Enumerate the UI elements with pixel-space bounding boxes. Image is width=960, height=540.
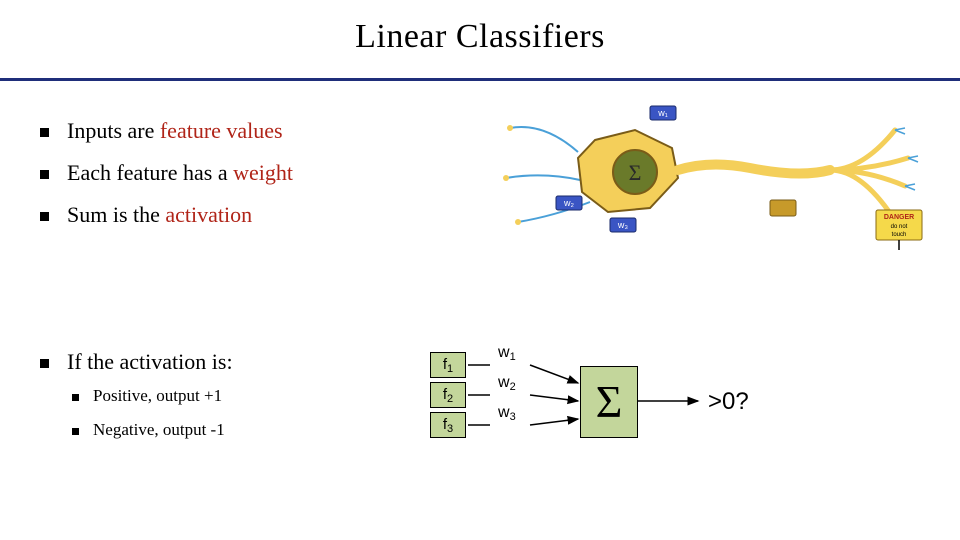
bullet-text: Each feature has a weight (67, 152, 293, 194)
bullet-text: Inputs are feature values (67, 110, 283, 152)
title-divider (0, 78, 960, 81)
svg-text:do not: do not (891, 224, 908, 230)
sub-bullet-text: Negative, output -1 (93, 413, 225, 447)
sigma-box: Σ (580, 366, 638, 438)
bullet-list-top: Inputs are feature valuesEach feature ha… (40, 110, 293, 235)
bullet-item: Sum is the activation (40, 194, 293, 236)
bullet-text: If the activation is: (67, 344, 233, 379)
sub-bullet-item: Negative, output -1 (72, 413, 233, 447)
sub-bullet-item: Positive, output +1 (72, 379, 233, 413)
input-box: f1 (430, 352, 466, 378)
svg-text:w₂: w₂ (563, 198, 574, 208)
perceptron-diagram: f1w1f2w2f3w3Σ>0? (430, 352, 910, 482)
bullet-marker (40, 170, 49, 179)
highlight-text: activation (165, 202, 252, 227)
neuron-illustration: Σ w₁ w₂ w₃ DANGER do not touch (500, 100, 930, 250)
bullet-marker (40, 212, 49, 221)
bullet-list-bottom: If the activation is: Positive, output +… (40, 344, 233, 447)
bullet-item: Each feature has a weight (40, 152, 293, 194)
bullet-marker (72, 428, 79, 435)
slide: Linear Classifiers Inputs are feature va… (0, 0, 960, 540)
bullet-text: Sum is the activation (67, 194, 252, 236)
highlight-text: feature values (160, 118, 283, 143)
bullet-marker (40, 359, 49, 368)
svg-text:touch: touch (892, 232, 907, 238)
threshold-label: >0? (708, 388, 749, 416)
bullet-marker (40, 128, 49, 137)
svg-text:w₁: w₁ (657, 108, 668, 118)
input-box: f3 (430, 412, 466, 438)
neuron-sigma: Σ (629, 160, 642, 185)
weight-label: w1 (498, 344, 516, 363)
weight-label: w3 (498, 404, 516, 423)
weight-label: w2 (498, 374, 516, 393)
neuron-svg: Σ w₁ w₂ w₃ DANGER do not touch (500, 100, 930, 250)
bullet-item: If the activation is: (40, 344, 233, 379)
highlight-text: weight (233, 160, 293, 185)
slide-title: Linear Classifiers (0, 18, 960, 56)
input-box: f2 (430, 382, 466, 408)
bullet-item: Inputs are feature values (40, 110, 293, 152)
svg-text:w₃: w₃ (617, 220, 628, 230)
bullet-marker (72, 394, 79, 401)
svg-text:DANGER: DANGER (884, 214, 914, 221)
sub-bullet-text: Positive, output +1 (93, 379, 222, 413)
